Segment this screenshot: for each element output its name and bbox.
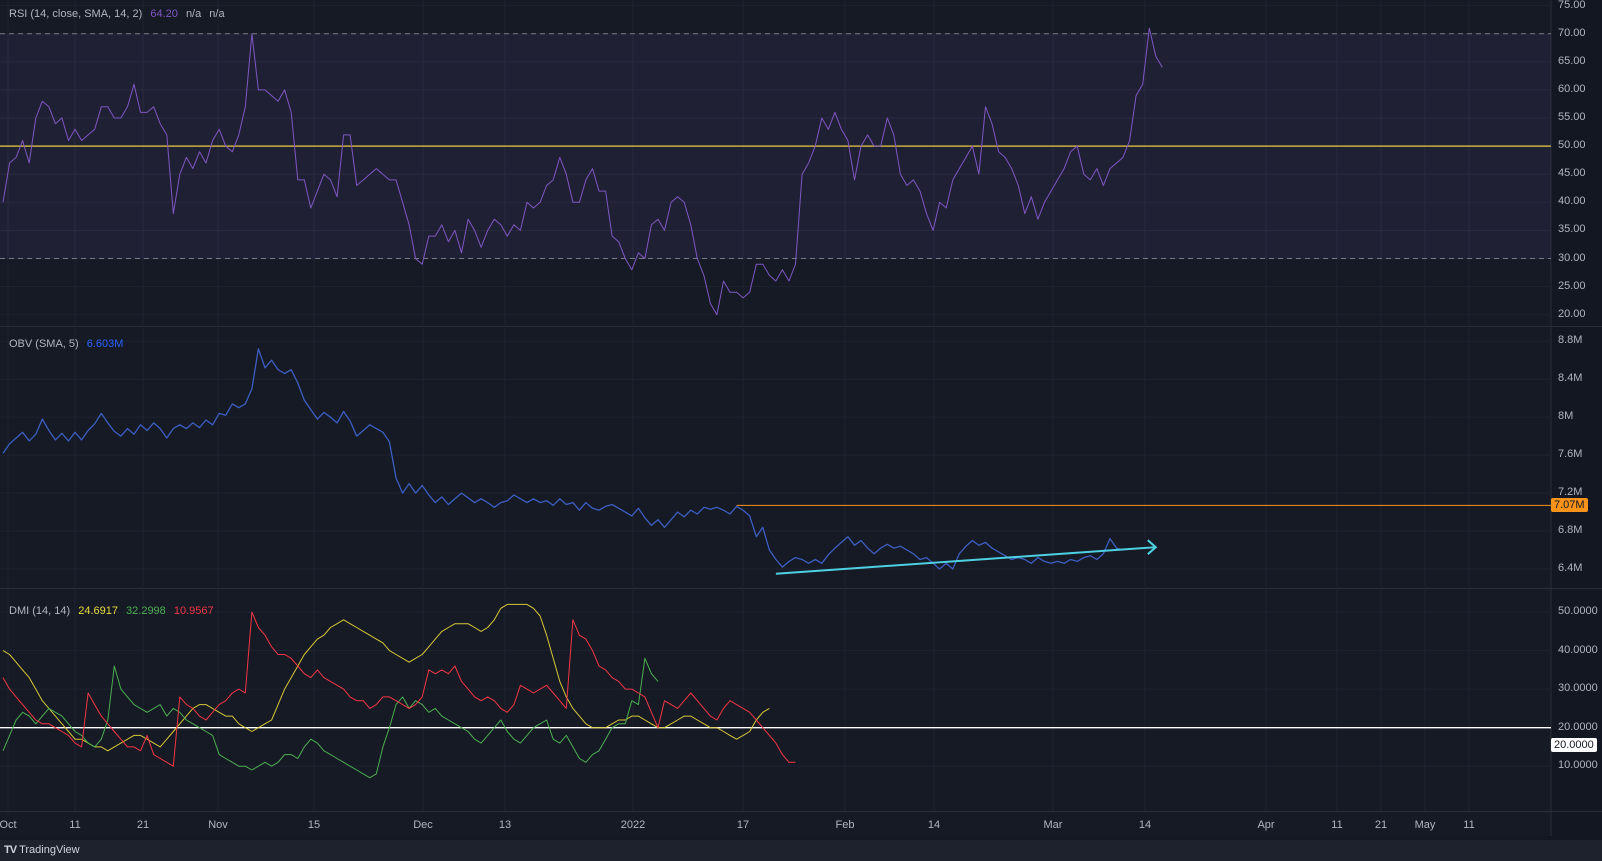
y-axis-tick: 20.0000 [1558,720,1598,733]
footer-bar: TV TradingView [0,840,1602,861]
rsi-legend-name: RSI (14, close, SMA, 14, 2) [9,8,143,20]
rsi-legend-extra2: n/a [209,8,225,20]
y-axis-tick: 30.0000 [1558,682,1598,695]
time-axis-tick: 17 [736,819,750,831]
y-axis-tick: 70.00 [1558,26,1586,39]
tradingview-logo-text: TradingView [19,844,80,856]
rsi-legend-extra1: n/a [185,8,202,20]
time-axis-tick: 11 [69,819,81,831]
obv-legend-value: 6.603M [86,338,124,350]
y-axis-tick: 50.0000 [1558,605,1598,618]
dmi-legend-plus-di: 32.2998 [126,605,166,617]
y-axis-tick: 25.00 [1558,279,1586,292]
y-axis-tick: 40.0000 [1558,643,1598,656]
dmi-legend-minus-di: 10.9567 [173,605,214,617]
time-axis-tick: 15 [307,819,321,831]
y-axis-tick: 55.00 [1558,111,1586,124]
time-axis-tick: Feb [835,819,855,831]
chart-area[interactable]: RSI (14, close, SMA, 14, 2) 64.20 n/a n/… [0,0,1602,836]
time-axis-tick: 14 [927,819,941,831]
y-axis-tick: 7.2M [1558,486,1583,499]
time-axis-tick: Dec [413,819,433,831]
time-axis-tick: 11 [1463,819,1475,831]
y-axis-tick: 6.8M [1558,524,1583,537]
y-axis-tick: 50.00 [1558,139,1586,152]
y-axis-tick: 75.00 [1558,0,1586,11]
y-axis-tick: 35.00 [1558,223,1586,236]
obv-level-tag: 7.07M [1551,498,1588,512]
time-axis-tick: Oct [0,819,17,831]
obv-legend[interactable]: OBV (SMA, 5) 6.603M [9,338,128,350]
y-axis-tick: 10.0000 [1558,759,1598,772]
obv-legend-name: OBV (SMA, 5) [9,338,79,350]
time-axis-tick: Apr [1257,819,1275,831]
time-axis-tick: 11 [1331,819,1343,831]
rsi-legend[interactable]: RSI (14, close, SMA, 14, 2) 64.20 n/a n/… [9,8,230,20]
tradingview-logo-icon: TV [4,844,17,856]
y-axis-tick: 7.6M [1558,448,1583,461]
y-axis-tick: 20.00 [1558,307,1586,320]
y-axis-tick: 60.00 [1558,82,1586,95]
dmi-legend-adx: 24.6917 [78,605,118,617]
time-axis-tick: 2022 [620,819,646,831]
rsi-legend-value: 64.20 [150,8,178,20]
time-axis-tick: May [1414,819,1436,831]
y-axis-tick: 8M [1558,410,1574,423]
y-axis-tick: 30.00 [1558,251,1586,264]
y-axis-tick: 6.4M [1558,562,1583,575]
dmi-level-tag: 20.0000 [1551,738,1597,752]
chart-canvas[interactable] [0,0,1602,836]
time-axis-tick: 14 [1138,819,1152,831]
time-axis-tick: Nov [208,819,228,831]
time-axis-tick: 13 [498,819,512,831]
y-axis-tick: 8.8M [1558,334,1583,347]
y-axis-tick: 40.00 [1558,195,1586,208]
dmi-legend[interactable]: DMI (14, 14) 24.6917 32.2998 10.9567 [9,605,219,617]
y-axis-tick: 45.00 [1558,167,1586,180]
y-axis-tick: 65.00 [1558,54,1586,67]
dmi-legend-name: DMI (14, 14) [9,605,71,617]
time-axis-tick: 21 [136,819,150,831]
time-axis-tick: Mar [1043,819,1063,831]
time-axis-tick: 21 [1374,819,1388,831]
y-axis-tick: 8.4M [1558,372,1583,385]
tradingview-logo[interactable]: TV TradingView [4,844,80,856]
